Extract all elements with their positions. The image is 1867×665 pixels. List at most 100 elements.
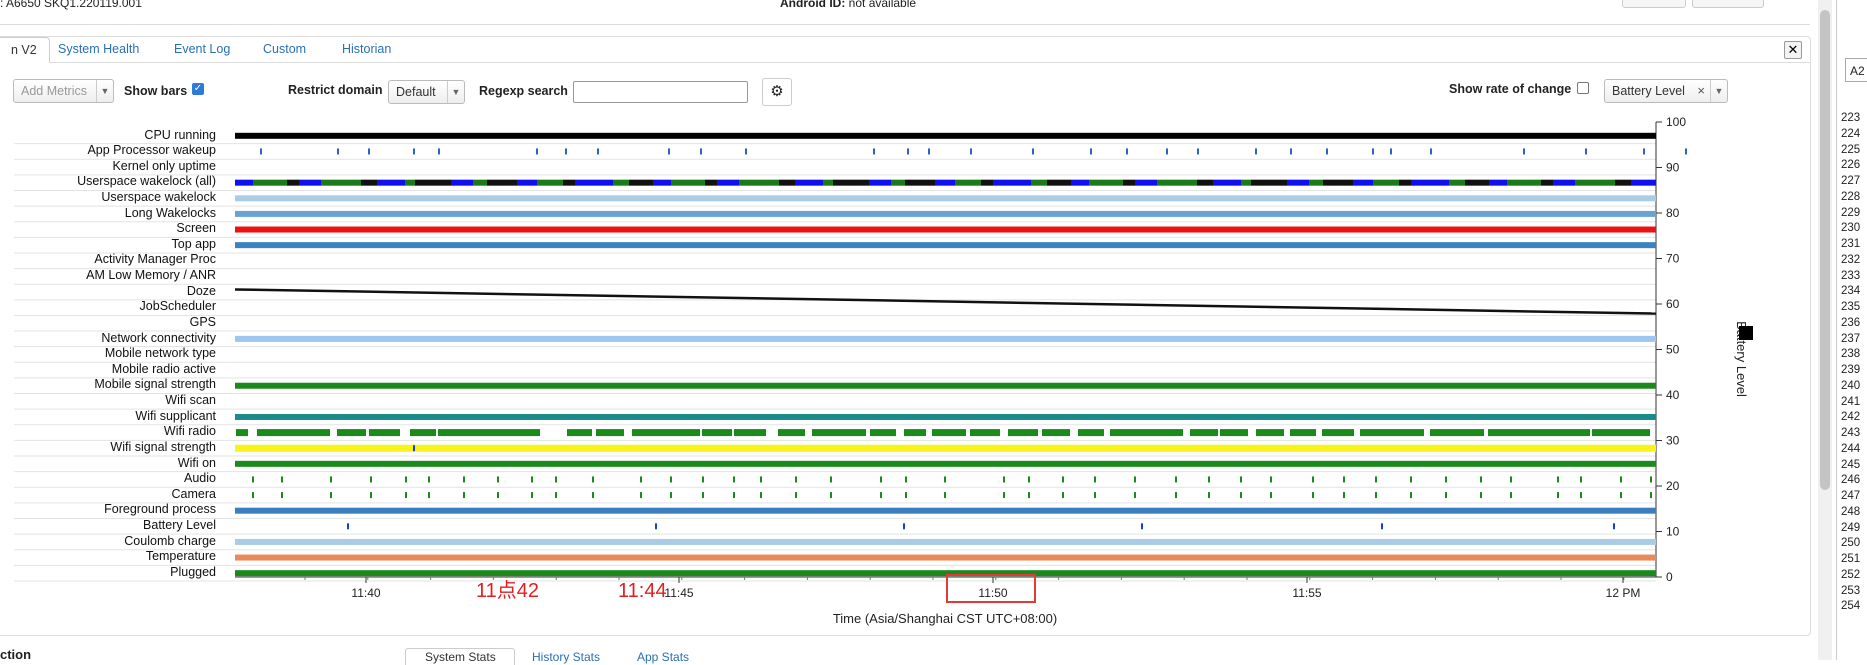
page-scrollbar-thumb[interactable] (1820, 10, 1830, 490)
userspace-wakelock-all-segment (377, 179, 405, 186)
line-number: 234 (1841, 285, 1861, 298)
tab-custom[interactable]: Custom (263, 42, 307, 56)
wifi-radio-segment (870, 429, 896, 437)
battery-level-mark (1613, 523, 1615, 530)
audio-mark (760, 476, 762, 483)
app-processor-wakeup-mark (1197, 148, 1199, 155)
header-button-1[interactable] (1622, 0, 1686, 8)
wifi-radio-segment (1078, 429, 1104, 437)
userspace-wakelock-all-segment (717, 179, 739, 186)
camera-mark (1062, 492, 1064, 499)
audio-mark (795, 476, 797, 483)
y-tick-label: 80 (1666, 206, 1680, 220)
audio-mark (702, 476, 704, 483)
audio-mark (463, 476, 465, 483)
userspace-wakelock-all-segment (1071, 179, 1089, 186)
audio-mark (405, 476, 407, 483)
row-label: Wifi signal strength (110, 439, 216, 454)
row-label: Userspace wakelock (101, 189, 216, 204)
userspace-wakelock-all-segment (905, 179, 935, 186)
settings-button[interactable]: ⚙ (762, 78, 792, 106)
app-processor-wakeup-mark (1326, 148, 1328, 155)
subtab-history-stats[interactable]: History Stats (532, 650, 601, 664)
camera-mark (1270, 492, 1272, 499)
audio-mark (1580, 476, 1582, 483)
long-wakelocks-bar (235, 210, 1656, 217)
x-tick-label: 11:55 (1292, 586, 1321, 600)
camera-mark (428, 492, 430, 499)
line-number: 252 (1841, 568, 1861, 581)
audio-mark (1270, 476, 1272, 483)
tab-timeline-v2[interactable]: n V2 (0, 37, 50, 63)
add-metrics-select[interactable]: Add Metrics ▼ (13, 79, 114, 103)
cell-reference-input[interactable]: A2 (1845, 58, 1867, 82)
row-label: Audio (184, 471, 216, 486)
camera-mark (905, 492, 907, 499)
line-number: 253 (1841, 584, 1861, 597)
userspace-wakelock-all-segment (1553, 179, 1575, 186)
tab-event-log[interactable]: Event Log (174, 42, 231, 56)
wifi-signal-strength-mark (413, 445, 415, 452)
metric-select[interactable]: Battery Level × ▼ (1604, 79, 1728, 103)
wifi-radio-segment (257, 429, 330, 437)
camera-mark (252, 492, 254, 499)
app-processor-wakeup-mark (700, 148, 702, 155)
show-bars-checkbox[interactable]: ✓ (192, 83, 204, 95)
y-tick-label: 60 (1666, 297, 1680, 311)
audio-mark (1650, 476, 1652, 483)
tab-system-health[interactable]: System Health (58, 42, 140, 56)
userspace-wakelock-all-segment (537, 179, 563, 186)
row-label: Screen (176, 221, 216, 236)
userspace-wakelock-all-segment (405, 179, 415, 186)
audio-mark (1312, 476, 1314, 483)
userspace-wakelock-all-segment (1287, 179, 1309, 186)
battery-level-mark (655, 523, 657, 530)
clear-selection-icon[interactable]: × (1697, 83, 1705, 98)
tab-historian[interactable]: Historian (342, 42, 392, 56)
userspace-wakelock-all-segment (705, 179, 717, 186)
row-label: Temperature (145, 549, 216, 564)
audio-mark (1410, 476, 1412, 483)
userspace-wakelock-all-segment (253, 179, 287, 186)
annotation-1144: 11:44 (618, 580, 667, 602)
chevron-down-icon: ▼ (1710, 80, 1727, 102)
audio-mark (1175, 476, 1177, 483)
battery-level-mark (1141, 523, 1143, 530)
camera-mark (1557, 492, 1559, 499)
x-tick-label: 11:40 (351, 586, 380, 600)
y-axis-label: Battery Level (1734, 321, 1749, 397)
userspace-wakelock-all-segment (1123, 179, 1135, 186)
legend-swatch (1739, 326, 1753, 340)
line-number: 232 (1841, 253, 1861, 266)
audio-mark (880, 476, 882, 483)
header-button-2[interactable] (1692, 0, 1764, 8)
android-id-label: Android ID: (780, 0, 846, 10)
battery-level-mark (1381, 523, 1383, 530)
regexp-search-input[interactable] (573, 81, 748, 103)
network-connectivity-bar (235, 335, 1656, 342)
audio-mark (944, 476, 946, 483)
highlight-box-1150 (946, 574, 1036, 603)
close-icon[interactable]: ✕ (1784, 41, 1802, 59)
row-label: Kernel only uptime (112, 158, 216, 173)
y-tick-label: 10 (1666, 525, 1680, 539)
camera-mark (880, 492, 882, 499)
line-number: 248 (1841, 505, 1861, 518)
mobile-signal-strength-bar (235, 382, 1656, 389)
audio-mark (670, 476, 672, 483)
restrict-domain-select[interactable]: Default ▼ (388, 80, 465, 104)
app-processor-wakeup-mark (907, 148, 909, 155)
userspace-wakelock-all-segment (361, 179, 377, 186)
line-number: 240 (1841, 379, 1861, 392)
subtab-system-stats[interactable]: System Stats (425, 650, 496, 664)
camera-mark (702, 492, 704, 499)
y-tick-label: 100 (1666, 115, 1686, 129)
show-rate-of-change-checkbox[interactable] (1577, 82, 1589, 94)
subtab-app-stats[interactable]: App Stats (637, 650, 690, 664)
userspace-wakelock-all-segment (891, 179, 905, 186)
userspace-wakelock-all-segment (1541, 179, 1553, 186)
audio-mark (497, 476, 499, 483)
row-label: Plugged (170, 564, 216, 579)
line-number: 244 (1841, 442, 1861, 455)
userspace-wakelock-all-segment (1157, 179, 1197, 186)
